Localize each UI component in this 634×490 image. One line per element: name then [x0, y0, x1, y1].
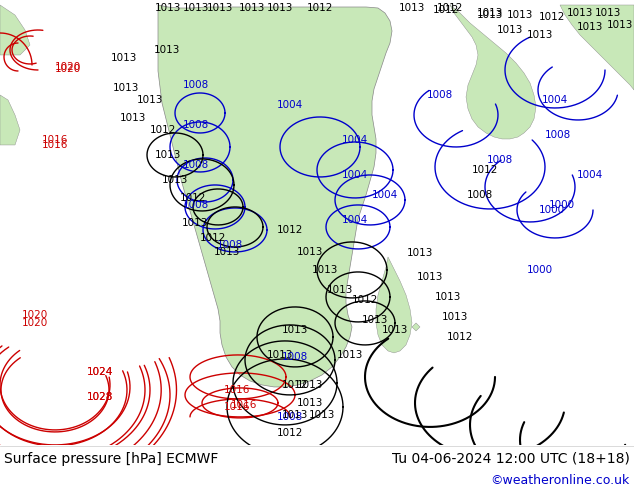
Text: 1013: 1013 [281, 325, 308, 335]
Text: 1013: 1013 [477, 8, 503, 18]
Text: 1012: 1012 [277, 428, 303, 438]
Polygon shape [450, 5, 536, 139]
Text: 1013: 1013 [182, 218, 208, 228]
Text: 1016: 1016 [224, 402, 250, 412]
Text: 1000: 1000 [549, 200, 575, 210]
Text: 1012: 1012 [433, 5, 459, 15]
Text: 1020: 1020 [22, 310, 48, 320]
Text: 1013: 1013 [327, 285, 353, 295]
Text: 1013: 1013 [382, 325, 408, 335]
Text: 1008: 1008 [217, 240, 243, 250]
Text: 1016: 1016 [42, 140, 68, 150]
Text: 1012: 1012 [539, 12, 565, 22]
Text: 1028: 1028 [87, 392, 113, 402]
Text: 1004: 1004 [342, 135, 368, 145]
Text: 1012: 1012 [307, 3, 333, 13]
Text: 1013: 1013 [399, 3, 425, 13]
Text: 1013: 1013 [155, 150, 181, 160]
Text: 1013: 1013 [442, 312, 468, 322]
Text: 1008: 1008 [183, 80, 209, 90]
Text: 1024: 1024 [87, 367, 113, 377]
Text: 1008: 1008 [183, 200, 209, 210]
Text: 1013: 1013 [162, 175, 188, 185]
Text: 1012: 1012 [200, 233, 226, 243]
Text: Surface pressure [hPa] ECMWF: Surface pressure [hPa] ECMWF [4, 452, 218, 466]
Text: 1004: 1004 [342, 170, 368, 180]
Polygon shape [412, 323, 420, 331]
Text: 1004: 1004 [372, 190, 398, 200]
Polygon shape [0, 95, 20, 145]
Text: 1000: 1000 [539, 205, 565, 215]
Text: 1013: 1013 [297, 398, 323, 408]
Text: 1013: 1013 [120, 113, 146, 123]
Text: 1004: 1004 [342, 215, 368, 225]
Text: 1016: 1016 [224, 385, 250, 395]
Text: 1012: 1012 [281, 380, 308, 390]
Text: 1012: 1012 [150, 125, 176, 135]
Text: 1013: 1013 [497, 25, 523, 35]
Text: 1004: 1004 [277, 100, 303, 110]
Text: 1008: 1008 [183, 160, 209, 170]
Text: 1013: 1013 [297, 380, 323, 390]
Text: 1012: 1012 [437, 3, 463, 13]
Text: 1013: 1013 [207, 3, 233, 13]
Text: 1013: 1013 [607, 20, 633, 30]
Text: 1013: 1013 [137, 95, 163, 105]
Text: 1013: 1013 [309, 410, 335, 420]
Text: 1020: 1020 [55, 62, 81, 72]
Polygon shape [158, 5, 392, 387]
Text: 1013: 1013 [297, 247, 323, 257]
Text: 1013: 1013 [214, 247, 240, 257]
Text: 1008: 1008 [487, 155, 513, 165]
Text: 1000: 1000 [527, 265, 553, 275]
Text: 1013: 1013 [113, 83, 139, 93]
Text: 1013: 1013 [595, 8, 621, 18]
Text: 1012: 1012 [277, 225, 303, 235]
Text: 1013: 1013 [362, 315, 388, 325]
Text: 1013: 1013 [155, 3, 181, 13]
Text: 1013: 1013 [239, 3, 265, 13]
Text: ©weatheronline.co.uk: ©weatheronline.co.uk [491, 474, 630, 487]
Text: 1004: 1004 [577, 170, 603, 180]
Text: 1012: 1012 [447, 332, 473, 342]
Text: 1004: 1004 [542, 95, 568, 105]
Text: 1020: 1020 [55, 64, 81, 74]
Text: 1008: 1008 [183, 120, 209, 130]
Polygon shape [560, 5, 634, 90]
Text: 1013: 1013 [477, 10, 503, 20]
Text: 1013: 1013 [567, 8, 593, 18]
Text: 1008: 1008 [282, 352, 308, 362]
Text: 1013: 1013 [267, 350, 293, 360]
Text: 1013: 1013 [577, 22, 603, 32]
Text: 1008: 1008 [545, 130, 571, 140]
Text: 1013: 1013 [407, 248, 433, 258]
Text: 1013: 1013 [337, 350, 363, 360]
Text: 1016: 1016 [231, 400, 257, 410]
Text: 1008: 1008 [467, 190, 493, 200]
Text: 1013: 1013 [154, 45, 180, 55]
Text: 1013: 1013 [435, 292, 461, 302]
Text: 1012: 1012 [180, 193, 206, 203]
Text: 1012: 1012 [472, 165, 498, 175]
Text: 1013: 1013 [183, 3, 209, 13]
Text: 1013: 1013 [111, 53, 137, 63]
Text: Tu 04-06-2024 12:00 UTC (18+18): Tu 04-06-2024 12:00 UTC (18+18) [392, 452, 630, 466]
Text: 1024: 1024 [87, 367, 113, 377]
Text: 1012: 1012 [352, 295, 378, 305]
Text: 1013: 1013 [527, 30, 553, 40]
Polygon shape [376, 257, 412, 353]
Text: 1013: 1013 [312, 265, 338, 275]
Text: 1008: 1008 [427, 90, 453, 100]
Text: 1013: 1013 [507, 10, 533, 20]
Text: 1020: 1020 [22, 318, 48, 328]
Text: 1013: 1013 [417, 272, 443, 282]
Text: 1013: 1013 [281, 410, 308, 420]
Text: 1028: 1028 [87, 392, 113, 402]
Text: 1016: 1016 [42, 135, 68, 145]
Text: 1008: 1008 [277, 412, 303, 422]
Polygon shape [0, 5, 30, 55]
Text: 1013: 1013 [267, 3, 293, 13]
